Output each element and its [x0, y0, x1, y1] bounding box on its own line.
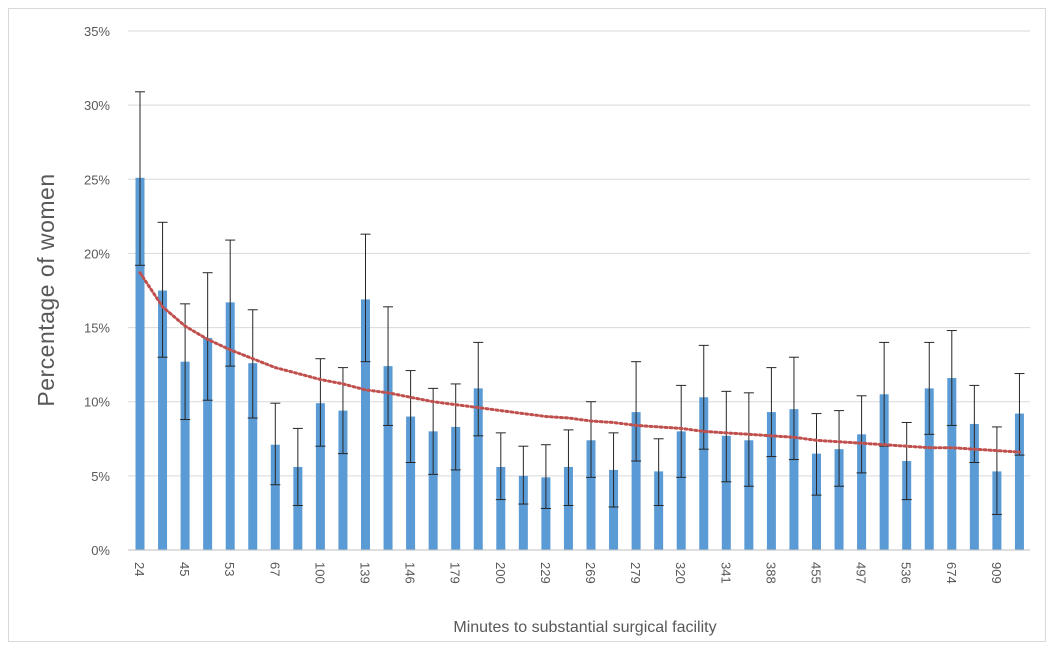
- bar: [789, 409, 799, 550]
- y-tick-label: 35%: [84, 24, 110, 39]
- bar: [947, 377, 957, 550]
- y-tick-label: 0%: [91, 543, 110, 558]
- x-tick-label: 229: [538, 562, 553, 584]
- x-tick-label: 146: [403, 562, 418, 584]
- gridlines: [128, 30, 1030, 477]
- y-tick-label: 30%: [84, 98, 110, 113]
- bar: [834, 449, 844, 550]
- x-axis-title: Minutes to substantial surgical facility: [453, 619, 716, 636]
- x-tick-label: 455: [809, 562, 824, 584]
- x-tick-label: 536: [899, 562, 914, 584]
- bar: [203, 337, 213, 550]
- bar: [248, 363, 258, 550]
- x-tick-label: 179: [448, 562, 463, 584]
- bar: [1014, 413, 1024, 550]
- bar: [924, 388, 934, 550]
- bar: [721, 435, 731, 550]
- y-tick-label: 15%: [84, 321, 110, 336]
- bar: [135, 177, 145, 550]
- y-tick-label: 20%: [84, 246, 110, 261]
- bar: [676, 431, 686, 550]
- trend-line: [138, 271, 1021, 454]
- x-tick-label: 341: [718, 562, 733, 584]
- y-tick-label: 5%: [91, 469, 110, 484]
- bar: [496, 466, 506, 550]
- bar: [609, 469, 619, 550]
- bar: [315, 403, 325, 550]
- x-tick-label: 100: [312, 562, 327, 584]
- y-tick-label: 25%: [84, 172, 110, 187]
- x-tick-label: 139: [358, 562, 373, 584]
- bar: [293, 466, 303, 550]
- y-axis-tick-labels: 0% 5% 10% 15% 20% 25% 30% 35%: [84, 24, 110, 558]
- bar: [586, 440, 596, 550]
- bar: [383, 366, 393, 550]
- x-axis-tick-labels: 24 45 53 67 100 139 146 179 200 229 269 279 320 341 38…: [132, 562, 1004, 584]
- x-tick-label: 674: [944, 562, 959, 584]
- bar: [631, 412, 641, 550]
- bar: [766, 412, 776, 550]
- bar: [654, 471, 664, 550]
- bar: [225, 302, 235, 550]
- x-tick-label: 45: [177, 562, 192, 576]
- x-tick-label: 200: [493, 562, 508, 584]
- x-tick-label: 269: [583, 562, 598, 584]
- x-tick-label: 388: [763, 562, 778, 584]
- bars: [135, 177, 1024, 550]
- x-tick-label: 909: [989, 562, 1004, 584]
- x-tick-label: 24: [132, 562, 147, 576]
- x-tick-label: 279: [628, 562, 643, 584]
- y-tick-label: 10%: [84, 395, 110, 410]
- bar: [428, 431, 438, 550]
- y-axis-title: Percentage of women: [33, 173, 59, 406]
- bar: [879, 394, 889, 550]
- bar: [406, 416, 416, 550]
- bar: [361, 299, 370, 550]
- bar: [270, 444, 280, 550]
- bar: [180, 361, 190, 550]
- bar: [699, 397, 709, 550]
- x-tick-label: 320: [673, 562, 688, 584]
- bar: [744, 440, 754, 550]
- x-tick-label: 497: [854, 562, 869, 584]
- bar: [338, 410, 348, 550]
- bar: [969, 423, 979, 550]
- x-tick-label: 53: [222, 562, 237, 576]
- bar: [563, 466, 573, 550]
- bar: [518, 475, 528, 550]
- bar: [857, 434, 867, 550]
- bar: [541, 477, 551, 550]
- bar: [473, 388, 483, 550]
- x-tick-label: 67: [267, 562, 282, 576]
- error-bars: [135, 91, 1025, 515]
- bar: [158, 290, 168, 550]
- bar: [902, 461, 912, 550]
- bar: [812, 453, 821, 550]
- bar: [451, 426, 461, 550]
